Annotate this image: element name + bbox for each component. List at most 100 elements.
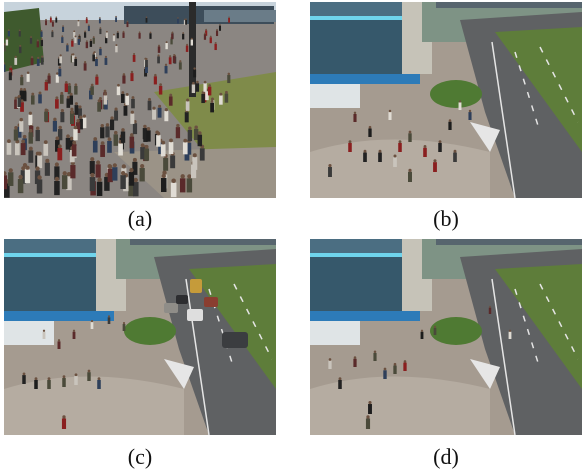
pedestrian-figure [82,117,87,129]
pedestrian-head [130,133,134,137]
pedestrian-figure [328,360,332,369]
pedestrian-figure [142,128,148,140]
pedestrian-figure [51,21,54,27]
pedestrian-head [44,108,48,112]
pedestrian-figure [130,113,135,124]
pedestrian-head [58,125,62,130]
pedestrian-figure [55,139,60,152]
pedestrian-head [66,95,70,99]
pedestrian-figure [71,55,75,63]
pedestrian-figure [99,48,102,56]
pedestrian-figure [453,152,457,162]
pedestrian-head [185,18,187,20]
pedestrian-head [420,329,424,332]
pedestrian-head [52,20,54,22]
pedestrian-head [408,168,412,172]
pedestrian-figure [423,147,427,157]
pedestrian-head [228,16,230,18]
pedestrian-figure [203,34,207,40]
pedestrian-figure [128,172,135,186]
pedestrians-group [328,305,512,429]
pedestrian-head [114,107,118,111]
pedestrian-figure [438,142,442,152]
pedestrian-head [35,166,40,171]
pedestrian-head [154,73,157,77]
pedestrian-head [100,123,104,128]
pedestrian-figure [18,46,22,54]
pedestrian-head [9,65,12,68]
pedestrian-head [146,127,151,131]
pedestrian-head [95,56,98,60]
pedestrian-head [62,25,64,27]
pedestrian-figure [383,370,387,379]
pedestrian-figure [74,105,79,115]
pedestrian-figure [368,128,372,137]
pedestrian-figure [156,135,161,147]
pedestrian-figure [388,112,392,120]
pedestrian-figure [92,140,98,153]
pedestrian-head [171,178,176,183]
pedestrian-head [43,140,48,144]
pedestrian-head [149,31,152,34]
pedestrian-head [60,108,64,113]
pedestrian-figure [66,45,69,52]
pedestrian-figure [157,107,162,118]
pedestrian-head [73,30,76,33]
pedestrian-head [34,377,38,381]
pedestrian-figure [163,157,169,171]
pedestrian-figure [205,91,209,101]
pedestrian-head [45,158,50,163]
pedestrian-head [353,111,357,115]
pedestrian-figure [4,183,10,198]
pedestrian-figure [4,175,8,190]
pedestrian-figure [365,418,371,429]
pedestrian-head [115,44,118,47]
pedestrian-head [183,138,188,143]
pedestrian-figure [378,152,382,162]
pedestrian-figure [90,86,94,95]
pedestrian-head [26,71,30,74]
pedestrian-figure [195,83,200,92]
pedestrian-head [107,137,112,142]
pedestrian-figure [67,85,72,95]
pedestrian-figure [147,100,152,111]
caption-d: (d) [433,444,459,469]
pedestrian-figure [8,72,12,81]
pedestrian-head [138,31,141,34]
vehicles-group [164,279,248,348]
pedestrian-head [433,159,437,163]
pedestrian-figure [420,331,424,339]
pedestrian-figure [177,18,179,24]
pedestrian-head [44,79,48,83]
pedestrian-figure [84,32,87,38]
pedestrian-head [216,28,218,31]
pedestrian-head [106,30,108,33]
pedestrian-figure [54,166,60,180]
pedestrian-head [169,55,172,58]
pedestrian-head [192,153,197,158]
pedestrian-figure [14,143,20,156]
pedestrian-figure [172,56,176,63]
pedestrian-head [373,350,377,354]
pedestrian-figure [20,143,26,156]
pedestrian-figure [6,142,12,155]
pedestrian-figure [191,164,197,179]
pedestrian-head [148,97,151,101]
pedestrian-head [338,377,342,381]
pedestrian-figure [116,86,121,96]
pedestrian-head [59,54,62,57]
pedestrian-head [35,126,40,131]
pedestrian-figure [85,42,89,49]
pedestrian-figure [122,32,125,38]
pedestrian-head [76,118,80,123]
pedestrian-figure [30,58,34,66]
pedestrian-figure [193,69,197,78]
pedestrian-head [173,53,176,57]
pedestrian-figure [161,177,167,193]
pedestrian-figure [66,176,72,191]
pedestrian-figure [34,379,38,389]
pedestrian-head [180,174,185,179]
pedestrian-figure [115,17,117,23]
pedestrian-head [130,110,134,114]
pedestrian-head [90,172,95,178]
